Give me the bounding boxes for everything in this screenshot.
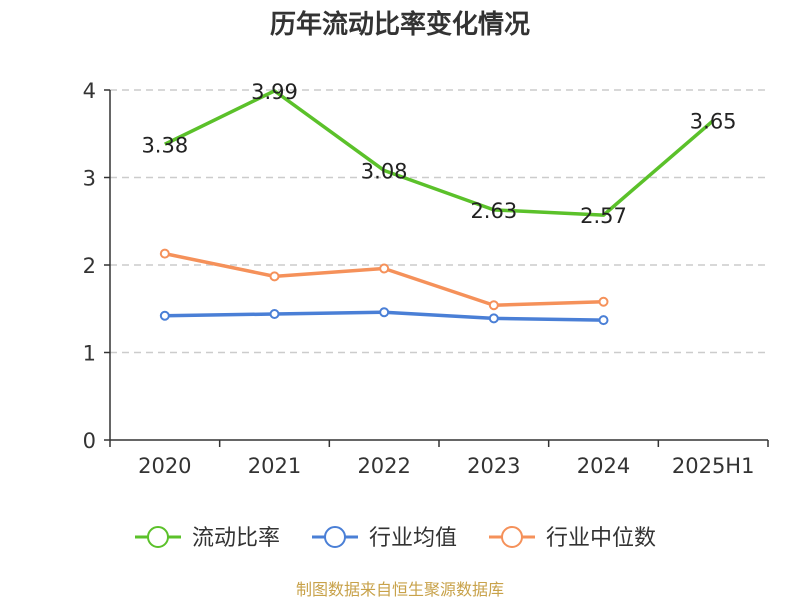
data-label: 3.08 bbox=[361, 160, 408, 184]
x-tick-label: 2025H1 bbox=[672, 454, 755, 478]
series-line bbox=[164, 89, 715, 217]
data-label: 3.38 bbox=[141, 133, 188, 157]
series-0 bbox=[164, 89, 715, 217]
y-tick-label: 0 bbox=[83, 429, 96, 453]
data-labels: 3.38 3.99 3.08 2.63 2.57 3.65 bbox=[141, 80, 736, 228]
legend-marker bbox=[324, 526, 346, 548]
x-tick-label: 2024 bbox=[577, 454, 630, 478]
grid bbox=[110, 89, 768, 354]
source-note: 制图数据来自恒生聚源数据库 bbox=[296, 580, 504, 599]
data-point bbox=[488, 313, 499, 324]
data-point bbox=[598, 315, 609, 326]
y-tick-label: 3 bbox=[83, 167, 96, 191]
x-tick-label: 2023 bbox=[467, 454, 520, 478]
data-point bbox=[488, 300, 499, 311]
x-tick-label: 2022 bbox=[357, 454, 410, 478]
legend-label: 流动比率 bbox=[192, 526, 280, 551]
legend: 流动比率 行业均值 行业中位数 bbox=[135, 526, 656, 551]
series-line bbox=[164, 251, 604, 307]
data-point bbox=[159, 310, 170, 321]
data-point bbox=[379, 307, 390, 318]
chart-title: 历年流动比率变化情况 bbox=[270, 9, 530, 40]
legend-item[interactable]: 行业中位数 bbox=[489, 526, 656, 551]
data-label: 2.63 bbox=[470, 199, 517, 223]
data-point bbox=[159, 248, 170, 259]
data-point bbox=[269, 309, 280, 319]
x-tick-label: 2021 bbox=[248, 454, 301, 478]
legend-item[interactable]: 行业均值 bbox=[312, 526, 457, 551]
data-label: 3.99 bbox=[251, 80, 298, 104]
x-tick-label: 2020 bbox=[138, 454, 191, 478]
legend-item[interactable]: 流动比率 bbox=[135, 526, 280, 551]
data-point bbox=[269, 271, 280, 282]
y-tick-label: 4 bbox=[83, 79, 96, 103]
series-layer bbox=[159, 89, 715, 326]
data-label: 3.65 bbox=[690, 110, 737, 134]
legend-label: 行业均值 bbox=[369, 526, 457, 551]
data-point bbox=[379, 263, 390, 274]
data-point bbox=[598, 296, 609, 307]
legend-label: 行业中位数 bbox=[546, 526, 656, 551]
legend-marker bbox=[501, 526, 523, 548]
axes: 0 1 2 3 4 2020 2021 2022 2023 2024 2025H1 bbox=[83, 79, 769, 478]
y-tick-label: 1 bbox=[83, 342, 96, 366]
legend-marker bbox=[147, 526, 169, 548]
series-1 bbox=[159, 307, 609, 326]
data-label: 2.57 bbox=[580, 204, 627, 228]
series-2 bbox=[159, 248, 609, 311]
y-tick-label: 2 bbox=[83, 254, 96, 278]
